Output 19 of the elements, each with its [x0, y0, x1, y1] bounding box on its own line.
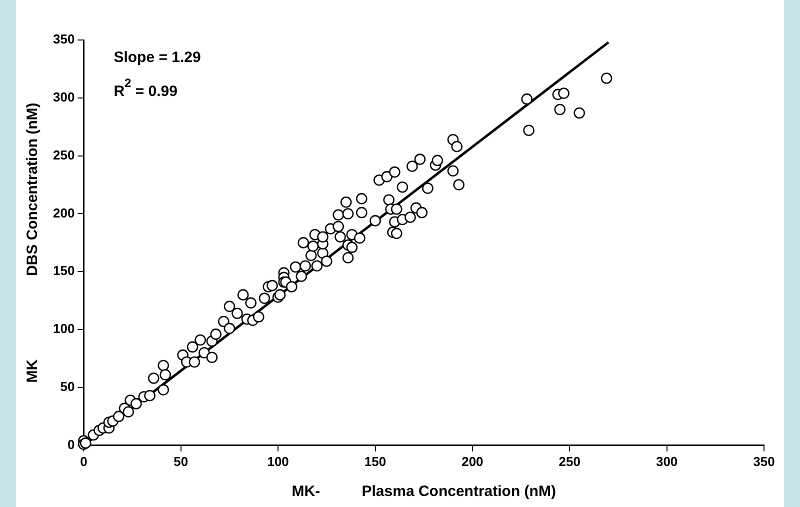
y-tick-label: 200	[52, 205, 75, 220]
x-tick-label: 250	[558, 454, 580, 469]
x-tick-label: 0	[80, 454, 88, 469]
x-axis-title: MK- Plasma Concentration (nM)	[292, 483, 556, 500]
x-tick-label: 150	[364, 454, 386, 469]
x-tick-label: 50	[174, 454, 188, 469]
y-tick-label: 150	[52, 263, 75, 278]
x-tick-label: 200	[462, 454, 484, 469]
y-tick-label: 50	[60, 379, 75, 394]
y-tick-label: 250	[52, 147, 75, 162]
x-tick-label: 100	[267, 454, 289, 469]
x-tick-label: 300	[656, 454, 678, 469]
y-tick-label: 300	[52, 89, 75, 104]
annotation: Slope = 1.29	[114, 49, 201, 66]
y-axis-title: MK DBS Concentration (nM)	[24, 102, 42, 383]
y-tick-label: 0	[67, 436, 75, 452]
y-tick-label: 100	[52, 321, 75, 336]
x-tick-label: 350	[753, 454, 775, 469]
y-tick-label: 350	[52, 32, 75, 47]
